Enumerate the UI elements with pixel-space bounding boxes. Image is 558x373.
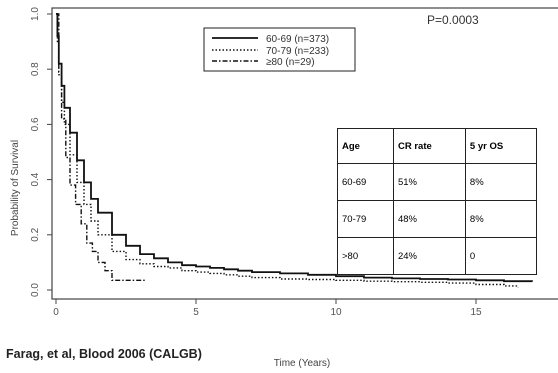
legend-label-series-1: 70-79 (n=233): [266, 46, 329, 57]
y-tick-label: 0.2: [30, 227, 41, 241]
table-cell: 60-69: [337, 163, 394, 201]
table-cell: 8%: [464, 163, 538, 201]
series-line-2: [56, 13, 146, 281]
table-cell: 8%: [464, 200, 538, 238]
plot-border: [51, 7, 558, 300]
source-citation: Farag, et al, Blood 2006 (CALGB): [6, 347, 202, 361]
table-cell: 48%: [392, 200, 466, 238]
table-cell: 0: [464, 237, 538, 275]
table-cell: 51%: [392, 163, 466, 201]
table-cell: 70-79: [337, 200, 394, 238]
x-tick-label: 0: [53, 307, 59, 318]
series-line-1: [56, 13, 519, 288]
y-axis-title: Probability of Survival: [10, 140, 21, 236]
table-row: 60-69 51% 8%: [337, 163, 538, 201]
legend-label-series-0: 60-69 (n=373): [266, 34, 329, 45]
legend-box: [203, 27, 356, 72]
table-cell: >80: [337, 237, 394, 275]
table-header-cell: Age: [337, 128, 394, 164]
y-tick-label: 0.4: [30, 172, 41, 186]
table-header-row: Age CR rate 5 yr OS: [337, 128, 538, 164]
x-tick-label: 5: [193, 307, 199, 318]
y-tick-label: 0.6: [30, 117, 41, 131]
series-layer: [56, 13, 533, 288]
table-header-cell: 5 yr OS: [464, 128, 538, 164]
outcome-table: Age CR rate 5 yr OS 60-69 51% 8% 70-79 4…: [337, 128, 538, 275]
series-line-0: [56, 13, 533, 283]
x-tick-label: 15: [470, 307, 482, 318]
table-row: >80 24% 0: [337, 237, 538, 275]
table-cell: 24%: [392, 237, 466, 275]
p-value-annotation: P=0.0003: [427, 13, 479, 27]
legend: 60-69 (n=373) 70-79 (n=233) ≥80 (n=29): [203, 27, 356, 72]
legend-label-series-2: ≥80 (n=29): [266, 57, 315, 68]
y-axis: 0.0 0.2 0.4 0.6 0.8 1.0: [30, 7, 52, 297]
y-tick-label: 0.0: [30, 283, 41, 297]
y-tick-label: 1.0: [30, 7, 41, 21]
table-row: 70-79 48% 8%: [337, 200, 538, 238]
x-axis: 0 5 10 15: [53, 299, 482, 318]
x-tick-label: 10: [330, 307, 342, 318]
table-header-cell: CR rate: [392, 128, 466, 164]
y-tick-label: 0.8: [30, 62, 41, 76]
x-axis-title: Time (Years): [274, 358, 331, 369]
plot-frame: [51, 7, 558, 300]
